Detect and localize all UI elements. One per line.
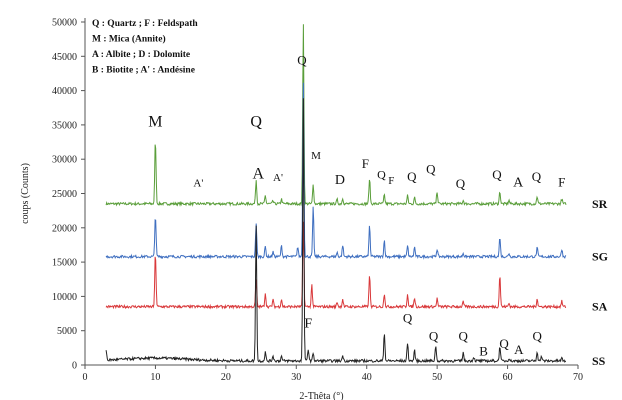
peak-label: F [558, 175, 565, 190]
peak-label: M [311, 150, 321, 162]
x-tick-label: 20 [221, 372, 231, 383]
peak-label: Q [492, 167, 502, 182]
x-tick-label: 10 [150, 372, 160, 383]
series-line [105, 24, 567, 207]
legend-entry: A : Albite ; D : Dolomite [92, 50, 190, 60]
peak-label: Q [297, 53, 307, 68]
x-tick-label: 70 [573, 372, 583, 383]
series-label: SG [592, 250, 608, 264]
y-tick-label: 25000 [52, 189, 77, 200]
peak-label: Q [429, 328, 439, 343]
series-label: SA [592, 300, 608, 314]
y-tick-label: 30000 [52, 155, 77, 166]
peak-label: F [304, 316, 312, 331]
y-tick-label: 35000 [52, 120, 77, 131]
peak-label: A [514, 342, 524, 357]
x-tick-label: 60 [503, 372, 513, 383]
x-tick-label: 0 [83, 372, 88, 383]
series-labels: SR SG SA SS [592, 197, 608, 368]
peak-label: Q [459, 328, 469, 343]
x-tick-label: 30 [291, 372, 301, 383]
y-tick-label: 10000 [52, 292, 77, 303]
peak-label: Q [426, 162, 436, 177]
peak-label: Q [532, 328, 542, 343]
peak-label: A' [273, 172, 283, 184]
peak-label: F [362, 156, 369, 171]
peak-label: Q [499, 336, 509, 351]
axes: 0 5000 10000 15000 20000 25000 30000 35000 40000… [20, 18, 583, 400]
peak-label: Q [456, 176, 466, 191]
series-line [105, 221, 567, 310]
y-axis-title: coups (Counts) [20, 163, 31, 224]
peak-label: A [252, 165, 264, 182]
traces [105, 24, 567, 365]
series-label: SR [592, 197, 608, 211]
y-tick-label: 0 [72, 361, 77, 372]
series-label: SS [592, 354, 606, 368]
peak-label: Q [250, 113, 262, 130]
peak-label: Q [377, 167, 386, 181]
legend: Q : Quartz ; F : Feldspath M : Mica (Anni… [92, 19, 198, 76]
y-tick-label: 50000 [52, 18, 77, 29]
x-tick-label: 40 [362, 372, 372, 383]
x-tick-label: 50 [432, 372, 442, 383]
y-tick-label: 5000 [57, 326, 77, 337]
peak-label: Q [532, 169, 542, 184]
legend-entry: B : Biotite ; A' : Andésine [92, 66, 195, 76]
peak-label: A' [193, 178, 203, 190]
peak-label: B [479, 343, 488, 358]
y-tick-label: 45000 [52, 52, 77, 63]
series-line [105, 98, 566, 365]
y-tick-label: 15000 [52, 258, 77, 269]
peak-label: Q [403, 310, 413, 325]
y-tick-label: 40000 [52, 86, 77, 97]
peak-label: F [388, 175, 394, 187]
legend-entry: M : Mica (Annite) [92, 34, 166, 45]
x-axis-title: 2-Thêta (°) [299, 391, 343, 400]
series-line [105, 82, 567, 260]
legend-entry: Q : Quartz ; F : Feldspath [92, 19, 198, 29]
y-tick-label: 20000 [52, 223, 77, 234]
peak-label: Q [407, 169, 417, 184]
peak-label: M [148, 113, 162, 130]
peak-label: D [335, 173, 345, 188]
peak-label: A [513, 176, 524, 191]
